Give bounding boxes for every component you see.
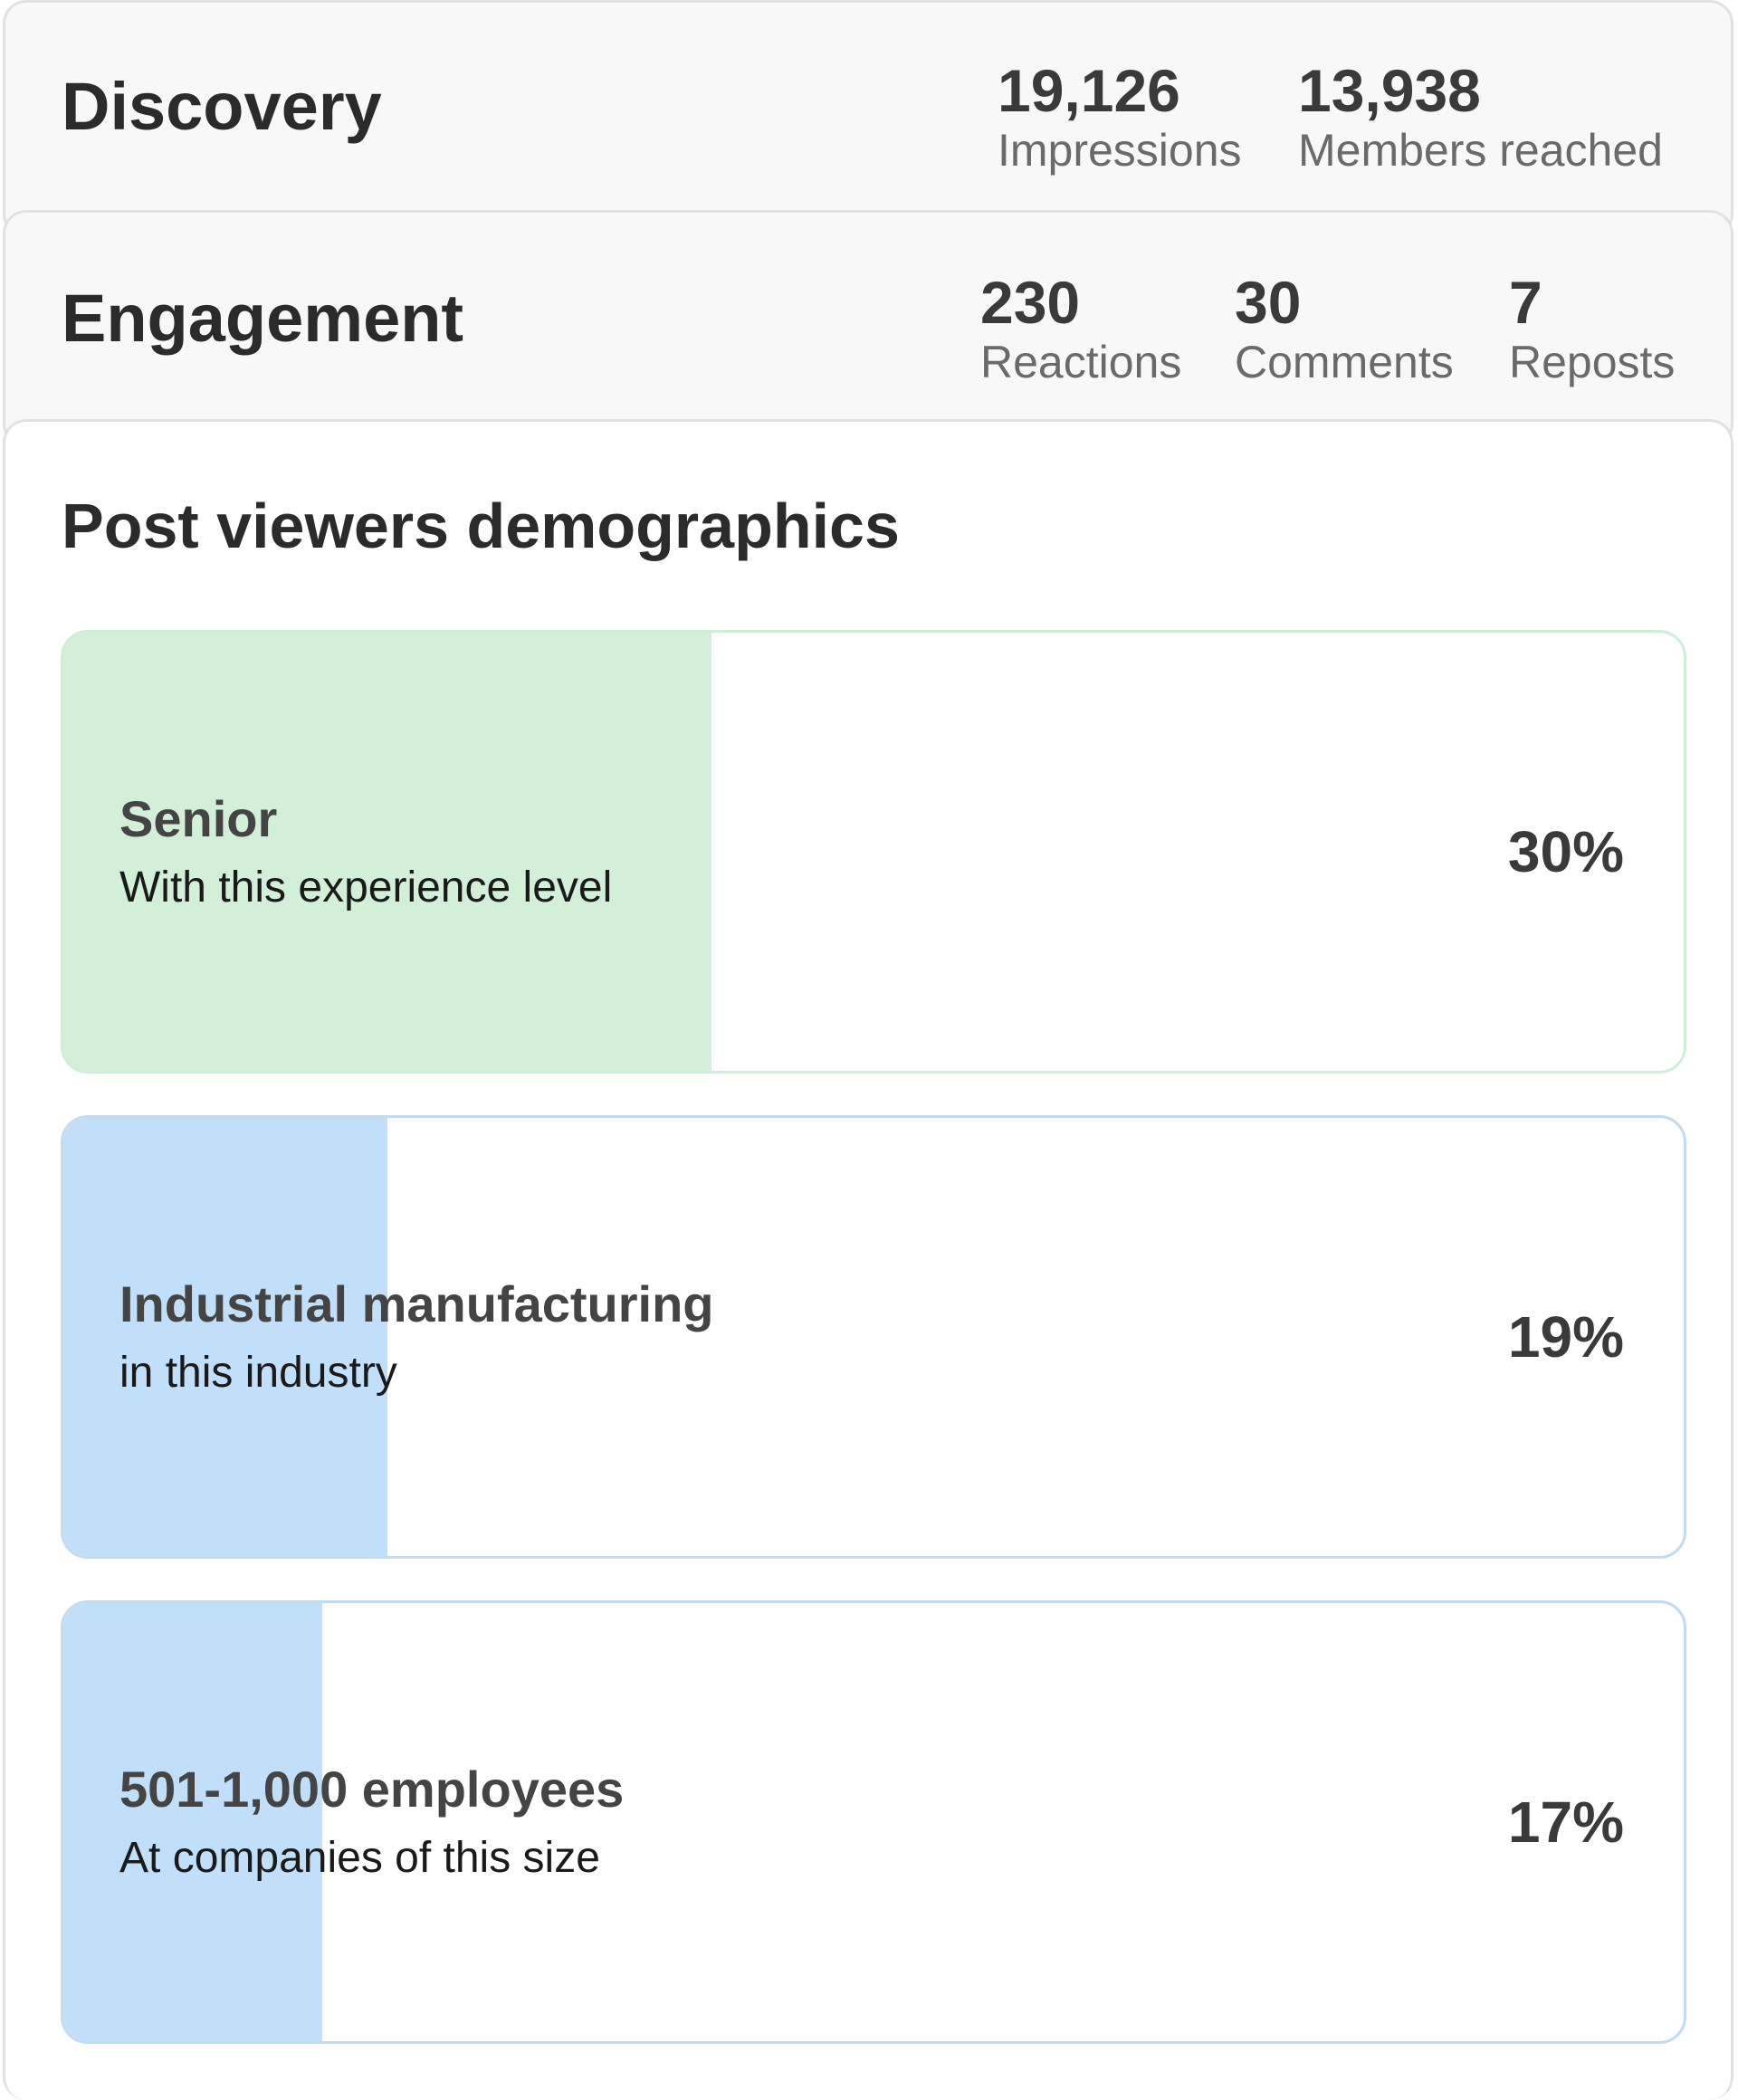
demographic-row-text: 501-1,000 employees At companies of this… [119,1764,624,1880]
comments-label: Comments [1235,337,1454,387]
comments-value: 30 [1235,269,1302,336]
engagement-title: Engagement [62,281,464,356]
demographic-row-industry[interactable]: Industrial manufacturing in this industr… [61,1115,1686,1559]
demographic-row-subtitle: in this industry [119,1349,397,1397]
demographic-bar-fill [63,633,711,1071]
demographic-bar-fill [63,1603,323,2041]
demographic-row-title: Industrial manufacturing [119,1275,714,1332]
demographic-row-company-size[interactable]: 501-1,000 employees At companies of this… [61,1600,1686,2044]
demographics-card: Post viewers demographics Senior With th… [3,419,1733,2100]
demographic-row-subtitle: With this experience level [119,864,613,912]
engagement-card: Engagement 230 Reactions 30 Comments 7 R… [3,210,1733,447]
demographic-row-text: Senior With this experience level [119,794,612,910]
impressions-value: 19,126 [998,57,1180,124]
demographic-row-percent: 17% [1507,1790,1624,1855]
impressions-metric[interactable]: 19,126 Impressions [998,61,1242,173]
reactions-value: 230 [980,269,1081,336]
demographic-row-title: Senior [119,790,278,847]
reposts-label: Reposts [1509,337,1676,387]
demographic-bar-fill [63,1118,387,1556]
reposts-metric[interactable]: 7 Reposts [1509,272,1675,385]
demographic-row-experience[interactable]: Senior With this experience level 30% [61,630,1686,1074]
reactions-metric[interactable]: 230 Reactions [980,272,1181,385]
demographic-row-title: 501-1,000 employees [119,1761,625,1818]
discovery-card: Discovery 19,126 Impressions 13,938 Memb… [3,0,1733,237]
members-reached-metric[interactable]: 13,938 Members reached [1298,61,1663,173]
demographic-row-percent: 30% [1507,819,1624,884]
members-reached-label: Members reached [1298,125,1663,176]
impressions-label: Impressions [998,125,1242,176]
reactions-label: Reactions [980,337,1182,387]
demographics-title: Post viewers demographics [62,491,900,561]
demographic-row-text: Industrial manufacturing in this industr… [119,1279,714,1395]
discovery-title: Discovery [62,69,382,144]
members-reached-value: 13,938 [1298,57,1481,124]
reposts-value: 7 [1509,269,1542,336]
comments-metric[interactable]: 30 Comments [1235,272,1454,385]
demographic-row-percent: 19% [1507,1304,1624,1370]
demographic-row-subtitle: At companies of this size [119,1834,600,1882]
